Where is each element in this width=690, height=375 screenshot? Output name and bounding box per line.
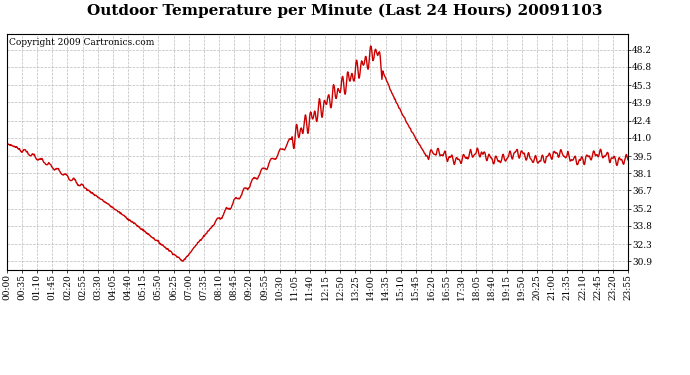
Text: Copyright 2009 Cartronics.com: Copyright 2009 Cartronics.com: [9, 39, 154, 48]
Text: Outdoor Temperature per Minute (Last 24 Hours) 20091103: Outdoor Temperature per Minute (Last 24 …: [87, 4, 603, 18]
